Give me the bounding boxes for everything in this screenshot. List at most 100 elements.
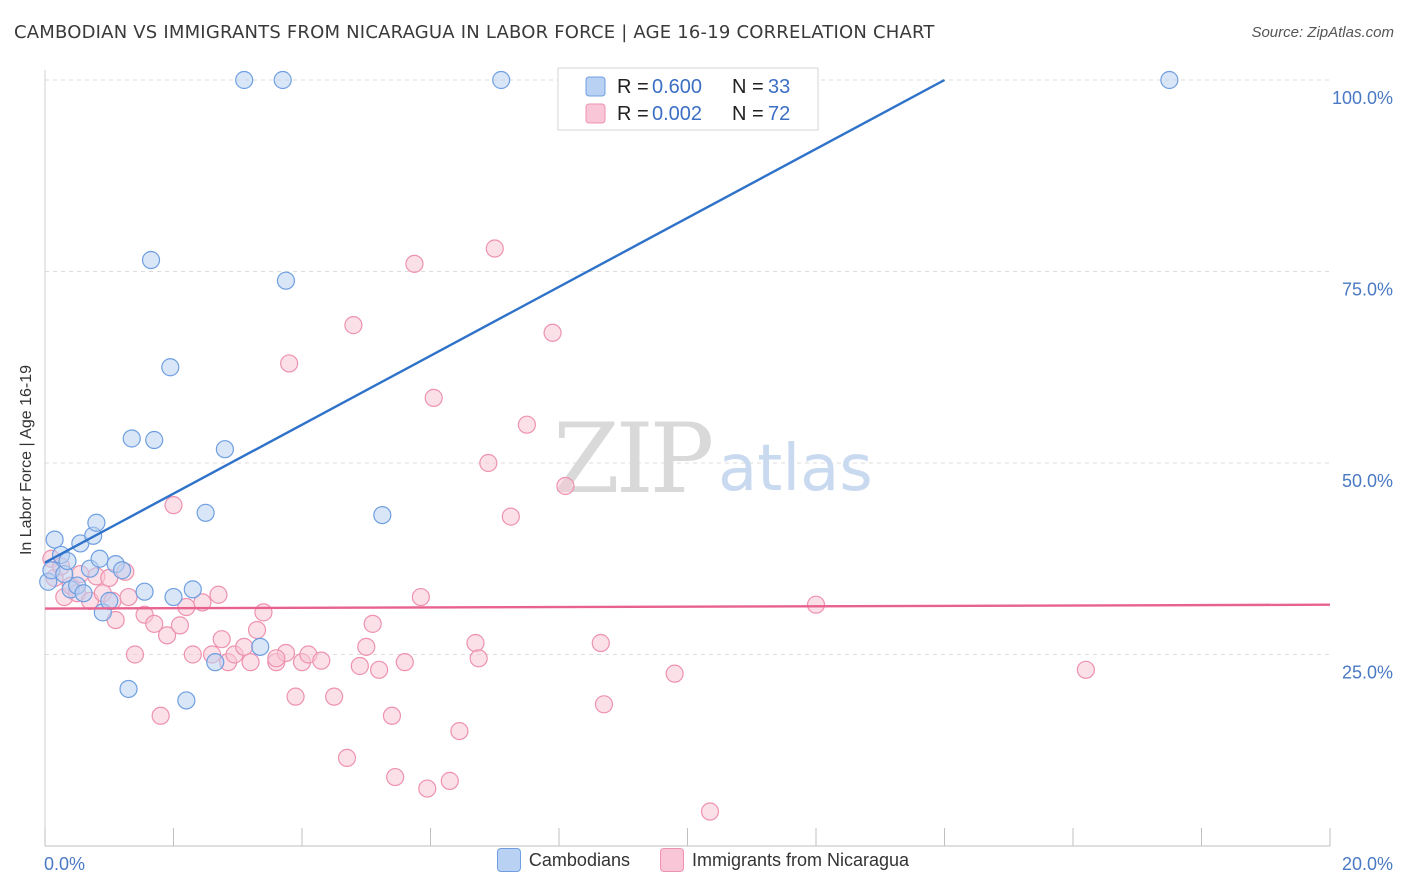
data-point <box>241 653 260 672</box>
data-point <box>267 649 286 668</box>
legend-r-value: 0.600 <box>652 76 702 98</box>
data-point <box>386 767 405 787</box>
data-point <box>312 651 331 670</box>
data-point <box>145 430 164 450</box>
trend-line <box>44 603 1331 610</box>
data-point <box>395 653 414 672</box>
data-point <box>196 503 215 522</box>
data-point <box>141 250 161 270</box>
data-point <box>119 679 138 699</box>
data-point <box>112 561 132 580</box>
data-point <box>806 595 826 614</box>
data-point <box>135 582 154 601</box>
y-tick-label: 100.0% <box>1332 88 1393 108</box>
data-point <box>193 593 212 612</box>
data-point <box>164 587 183 607</box>
x-tick-label-end: 20.0% <box>1342 854 1393 874</box>
data-point <box>58 551 77 571</box>
series-points <box>39 70 1179 821</box>
y-tick-label: 75.0% <box>1342 280 1393 300</box>
data-point <box>100 591 119 610</box>
data-point <box>74 584 93 603</box>
data-point <box>90 549 109 568</box>
data-point <box>273 70 292 90</box>
data-point <box>594 695 614 714</box>
data-point <box>440 771 459 790</box>
data-point <box>286 687 305 706</box>
legend-n-value: 72 <box>768 103 790 125</box>
data-point <box>254 603 273 622</box>
trend-line <box>44 78 946 564</box>
legend-r-label: R = <box>617 76 649 98</box>
data-point <box>45 530 64 549</box>
data-point <box>370 660 389 679</box>
data-point <box>170 616 190 635</box>
data-point <box>556 476 575 496</box>
data-point <box>161 358 180 377</box>
legend-label-nicaragua: Immigrants from Nicaragua <box>691 849 910 870</box>
data-point <box>276 271 296 290</box>
data-point <box>665 664 684 683</box>
data-point <box>1160 70 1179 90</box>
legend-n-label: N = <box>732 103 764 125</box>
data-point <box>247 620 267 640</box>
data-point <box>325 687 344 706</box>
legend-item-cambodians: Cambodians <box>496 848 630 872</box>
data-point <box>206 653 225 672</box>
data-point <box>209 585 228 604</box>
data-point <box>151 706 170 725</box>
data-point <box>119 587 138 607</box>
data-point <box>235 70 254 90</box>
x-tick-label-start: 0.0% <box>44 854 85 874</box>
chart-title: CAMBODIAN VS IMMIGRANTS FROM NICARAGUA I… <box>14 22 935 43</box>
data-point <box>424 388 443 407</box>
legend-marker <box>585 103 606 124</box>
data-point <box>87 513 106 532</box>
data-point <box>405 254 424 273</box>
legend-r-label: R = <box>617 103 649 125</box>
legend-label-cambodians: Cambodians <box>528 849 630 870</box>
data-point <box>466 633 485 653</box>
data-point <box>212 630 231 649</box>
legend-swatch-cambodians <box>496 848 521 872</box>
source-label: Source: ZipAtlas.com <box>1251 24 1394 41</box>
legend-marker <box>585 76 606 97</box>
data-point <box>700 802 720 821</box>
axes <box>44 70 1331 847</box>
series-legend: Cambodians Immigrants from Nicaragua <box>0 848 1406 872</box>
data-point <box>450 721 469 741</box>
y-tick-label: 50.0% <box>1342 471 1393 491</box>
legend-n-label: N = <box>732 76 764 98</box>
data-point <box>373 505 392 525</box>
data-point <box>485 239 504 258</box>
data-point <box>492 70 511 90</box>
data-point <box>501 507 520 526</box>
watermark-zip: ZIP <box>553 403 712 515</box>
data-point <box>337 748 357 768</box>
legend-swatch-nicaragua <box>659 848 684 872</box>
data-point <box>145 614 164 633</box>
legend-item-nicaragua: Immigrants from Nicaragua <box>659 848 910 872</box>
data-point <box>1076 660 1095 679</box>
data-point <box>280 354 299 373</box>
data-point <box>177 691 196 710</box>
legend-n-value: 33 <box>768 76 790 98</box>
watermark: ZIP atlas <box>553 403 873 515</box>
data-point <box>418 779 437 798</box>
data-point <box>251 637 270 656</box>
y-tick-label: 25.0% <box>1342 663 1393 683</box>
trend-lines <box>44 78 1331 610</box>
data-point <box>411 587 430 607</box>
data-point <box>215 440 234 459</box>
data-point <box>591 633 610 653</box>
data-point <box>344 316 363 335</box>
legend-r-value: 0.002 <box>652 103 702 125</box>
data-point <box>183 645 202 664</box>
data-point <box>350 656 369 676</box>
data-point <box>357 637 376 656</box>
data-point <box>164 496 183 515</box>
data-point <box>183 580 202 599</box>
data-point <box>235 637 254 656</box>
data-point <box>363 614 382 633</box>
